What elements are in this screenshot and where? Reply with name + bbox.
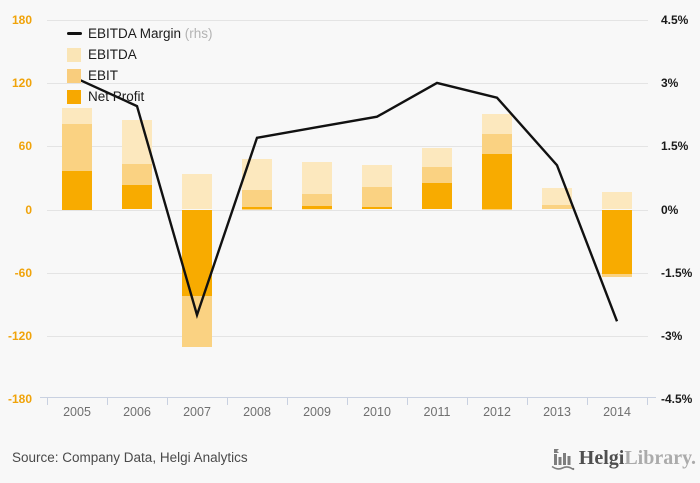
gridline bbox=[47, 209, 648, 211]
bar-segment-net-profit bbox=[122, 185, 152, 210]
castle-bars-icon bbox=[551, 449, 575, 471]
x-axis-year-label: 2006 bbox=[123, 405, 151, 419]
legend-item-ebitda: EBITDA bbox=[67, 44, 213, 65]
legend-item-ebitda-margin: EBITDA Margin (rhs) bbox=[67, 23, 213, 44]
bar-segment-ebitda bbox=[602, 191, 632, 210]
x-axis-year-label: 2013 bbox=[543, 405, 571, 419]
bar-segment-net-profit bbox=[62, 170, 92, 210]
x-axis-tick bbox=[587, 398, 588, 405]
x-axis-tick bbox=[647, 398, 648, 405]
x-axis-tick bbox=[107, 398, 108, 405]
box-swatch-icon bbox=[67, 89, 81, 104]
x-axis-year-label: 2010 bbox=[363, 405, 391, 419]
legend-label: Net Profit bbox=[88, 89, 145, 104]
legend-label-suffix: (rhs) bbox=[181, 26, 213, 41]
x-axis-line bbox=[40, 397, 656, 398]
source-text: Source: Company Data, Helgi Analytics bbox=[12, 450, 248, 465]
bar-segment-ebitda bbox=[182, 173, 212, 210]
bar-segment-net-profit bbox=[302, 206, 332, 210]
x-axis-tick bbox=[527, 398, 528, 405]
x-axis-tick bbox=[347, 398, 348, 405]
ebitda-margin-line bbox=[76, 77, 619, 322]
right-axis-tick-label: 0% bbox=[661, 202, 679, 217]
gridline bbox=[47, 336, 648, 338]
left-axis-tick-label: 180 bbox=[11, 12, 32, 27]
x-axis-tick bbox=[467, 398, 468, 405]
gridline bbox=[47, 146, 648, 148]
x-axis-tick bbox=[227, 398, 228, 405]
line-swatch-icon bbox=[67, 32, 82, 35]
bar-segment-net-profit bbox=[602, 209, 632, 274]
footer: Source: Company Data, Helgi Analytics He… bbox=[0, 443, 700, 483]
x-axis-year-label: 2011 bbox=[423, 405, 451, 419]
right-axis-tick-label: 1.5% bbox=[661, 139, 689, 154]
legend-label: EBITDA Margin bbox=[88, 26, 182, 41]
x-axis-year-label: 2007 bbox=[183, 405, 211, 419]
right-axis-tick-label: -1.5% bbox=[661, 265, 693, 280]
x-axis-tick bbox=[167, 398, 168, 405]
right-axis-tick-label: -4.5% bbox=[661, 392, 693, 407]
legend-item-ebit: EBIT bbox=[67, 65, 213, 86]
right-axis-tick-label: -3% bbox=[661, 329, 683, 344]
bar-segment-ebit bbox=[302, 193, 332, 210]
bar-segment-net-profit bbox=[362, 207, 392, 210]
left-axis-tick-label: -180 bbox=[7, 392, 32, 407]
bar-segment-ebit bbox=[542, 205, 572, 210]
helgi-library-logo: Helgi Library. bbox=[550, 446, 696, 471]
bar-segment-ebit bbox=[242, 189, 272, 210]
x-axis-year-label: 2012 bbox=[483, 405, 511, 419]
left-axis-tick-label: 60 bbox=[18, 139, 32, 154]
legend: EBITDA Margin (rhs) EBITDA EBIT Net Profit bbox=[67, 23, 213, 107]
legend-label: EBITDA bbox=[88, 47, 137, 62]
logo-text-helgi: Helgi bbox=[578, 447, 625, 469]
x-axis-year-label: 2014 bbox=[603, 405, 631, 419]
right-axis-tick-label: 3% bbox=[661, 75, 679, 90]
x-axis-tick bbox=[287, 398, 288, 405]
bar-segment-net-profit bbox=[482, 153, 512, 210]
x-axis-year-label: 2009 bbox=[303, 405, 331, 419]
logo-text-library: Library. bbox=[624, 447, 696, 469]
gridline bbox=[47, 82, 648, 84]
x-axis-tick bbox=[47, 398, 48, 405]
left-axis-tick-label: 0 bbox=[25, 202, 32, 217]
gridline bbox=[47, 19, 648, 21]
box-swatch-icon bbox=[67, 47, 81, 62]
left-axis-tick-label: -60 bbox=[14, 265, 32, 280]
plot-area bbox=[47, 20, 648, 399]
bar-segment-net-profit bbox=[422, 183, 452, 210]
gridline bbox=[47, 272, 648, 274]
right-axis-tick-label: 4.5% bbox=[661, 12, 689, 27]
x-axis-tick bbox=[407, 398, 408, 405]
bar-segment-ebitda bbox=[542, 188, 572, 210]
legend-item-net-profit: Net Profit bbox=[67, 86, 213, 107]
x-axis-year-label: 2005 bbox=[63, 405, 91, 419]
x-axis-year-label: 2008 bbox=[243, 405, 271, 419]
left-axis-tick-label: -120 bbox=[7, 329, 32, 344]
legend-label: EBIT bbox=[88, 68, 119, 83]
left-axis-tick-label: 120 bbox=[11, 75, 32, 90]
box-swatch-icon bbox=[67, 68, 81, 83]
bar-segment-ebit bbox=[362, 187, 392, 210]
bar-segment-net-profit bbox=[242, 207, 272, 210]
